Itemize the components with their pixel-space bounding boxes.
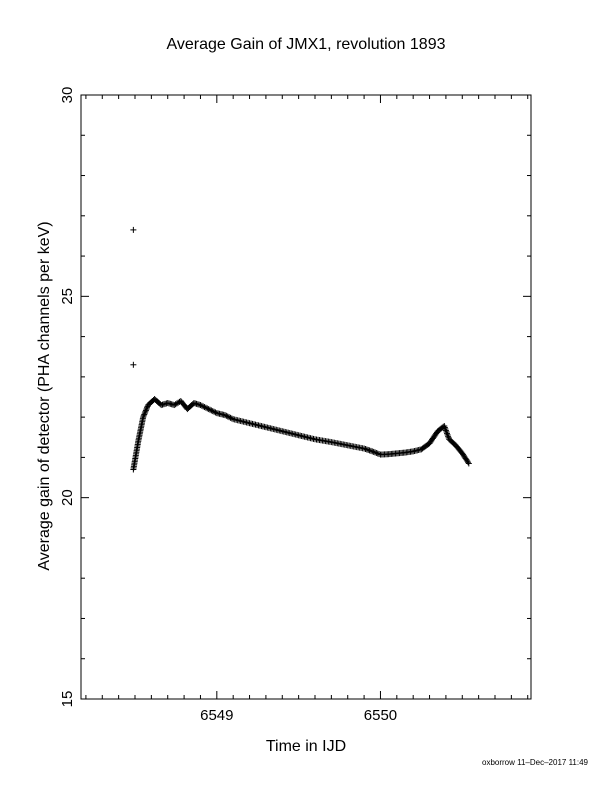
data-point	[370, 448, 377, 455]
data-point	[140, 414, 147, 421]
data-point	[369, 448, 376, 455]
data-point	[444, 431, 451, 438]
x-tick-labels: 6549 6550	[200, 707, 397, 724]
data-point	[212, 409, 219, 416]
data-point	[224, 413, 231, 420]
data-point	[140, 412, 147, 419]
x-tick-label: 6550	[364, 707, 397, 724]
data-point	[441, 424, 448, 431]
data-point	[209, 408, 216, 415]
data-point	[202, 404, 209, 411]
y-axis-label: Average gain of detector (PHA channels p…	[36, 221, 53, 571]
data-point	[443, 428, 450, 435]
x-axis-label: Time in IJD	[265, 738, 347, 755]
data-point	[143, 406, 150, 413]
data-point	[442, 427, 449, 434]
data-point	[205, 406, 212, 413]
data-point	[208, 407, 215, 414]
chart-title: Average Gain of JMX1, revolution 1893	[166, 36, 446, 53]
data-point	[465, 460, 472, 467]
y-tick-label: 25	[59, 288, 76, 305]
data-point	[141, 411, 148, 418]
data-point	[142, 408, 149, 415]
data-points	[130, 226, 472, 473]
data-point	[141, 410, 148, 417]
data-point	[211, 408, 218, 415]
outlier-point	[130, 226, 137, 233]
data-point	[200, 403, 207, 410]
data-point	[197, 402, 204, 409]
data-point	[374, 450, 381, 457]
data-point	[222, 412, 228, 419]
data-point	[373, 449, 380, 456]
data-point	[226, 414, 233, 421]
data-point	[223, 412, 230, 419]
data-point	[198, 402, 205, 409]
axis-ticks	[81, 94, 531, 700]
data-point	[201, 404, 208, 411]
data-point	[444, 430, 450, 437]
y-tick-label: 20	[59, 489, 76, 506]
y-tick-labels: 15 20 25 30	[59, 87, 76, 708]
data-point	[228, 415, 235, 422]
data-point	[445, 433, 452, 440]
data-point	[142, 407, 149, 414]
data-point	[441, 422, 448, 429]
outlier-point	[130, 361, 137, 368]
y-tick-label: 15	[59, 691, 76, 708]
data-point	[465, 459, 471, 466]
x-tick-label: 6549	[200, 707, 233, 724]
data-point	[442, 425, 449, 432]
plot-frame	[80, 94, 532, 700]
data-point	[144, 404, 150, 411]
data-point	[227, 414, 234, 421]
footer-credit: oxborrow 11–Dec–2017 11:49	[482, 758, 588, 767]
data-point	[207, 406, 213, 413]
data-point	[372, 449, 378, 456]
data-point	[204, 405, 211, 412]
y-tick-label: 30	[59, 87, 76, 104]
